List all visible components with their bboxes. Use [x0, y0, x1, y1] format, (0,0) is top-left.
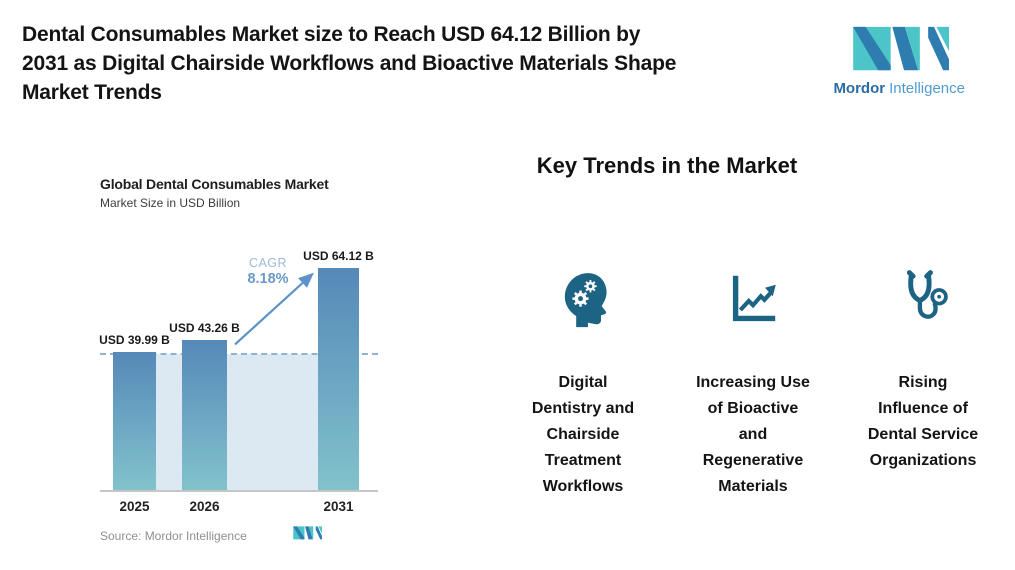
trend-item-digital-dentistry: Digital Dentistry and Chairside Treatmen… [498, 266, 668, 500]
head-gears-icon [552, 266, 614, 330]
trend-item-bioactive-materials: Increasing Use of Bioactive and Regenera… [668, 266, 838, 500]
chart-x-axis: 2025 2026 2031 [100, 492, 378, 518]
brand-name-primary: Mordor [833, 80, 886, 97]
trend-label: Digital Dentistry and Chairside Treatmen… [531, 374, 635, 495]
line-chart-growth-icon [723, 266, 783, 330]
cagr-caption: CAGR [248, 256, 288, 270]
chart-reference-line [100, 352, 378, 355]
key-trends-heading: Key Trends in the Market [536, 153, 798, 178]
stethoscope-icon [892, 266, 954, 330]
bar-2026 [182, 340, 227, 490]
mordor-logo-icon [849, 26, 949, 77]
chart-source-row: Source: Mordor Intelligence [100, 526, 378, 545]
market-chart-panel: Global Dental Consumables Market Market … [99, 176, 380, 545]
x-axis-label: 2026 [189, 499, 220, 514]
trend-label: Rising Influence of Dental Service Organ… [867, 374, 979, 469]
bar-value-label: USD 39.99 B [99, 332, 170, 347]
brand-logo: Mordor Intelligence [833, 26, 965, 97]
cagr-label: CAGR 8.18% [226, 256, 310, 287]
bar-2025 [113, 351, 156, 490]
chart-subtitle: Market Size in USD Billion [100, 196, 241, 210]
cagr-value: 8.18% [247, 271, 289, 287]
trend-label: Increasing Use of Bioactive and Regenera… [696, 374, 810, 495]
page-title: Dental Consumables Market size to Reach … [22, 23, 677, 104]
mordor-logo-mini-icon [292, 526, 322, 545]
bar-value-label: USD 64.12 B [303, 249, 374, 264]
chart-title: Global Dental Consumables Market [100, 176, 329, 192]
brand-wordmark: Mordor Intelligence [833, 80, 965, 97]
x-axis-label: 2031 [323, 499, 354, 514]
key-trends-row: Digital Dentistry and Chairside Treatmen… [498, 266, 1008, 500]
chart-plot: CAGR 8.18% USD 39.99 B USD 43.26 B USD 64.… [99, 249, 378, 492]
x-axis-label: 2025 [119, 499, 150, 514]
chart-source: Source: Mordor Intelligence [100, 528, 247, 543]
trend-item-dental-service-organizations: Rising Influence of Dental Service Organ… [838, 266, 1008, 500]
bar-value-label: USD 43.26 B [169, 321, 240, 336]
bar-2031 [318, 268, 359, 490]
brand-name-secondary: Intelligence [889, 80, 965, 97]
